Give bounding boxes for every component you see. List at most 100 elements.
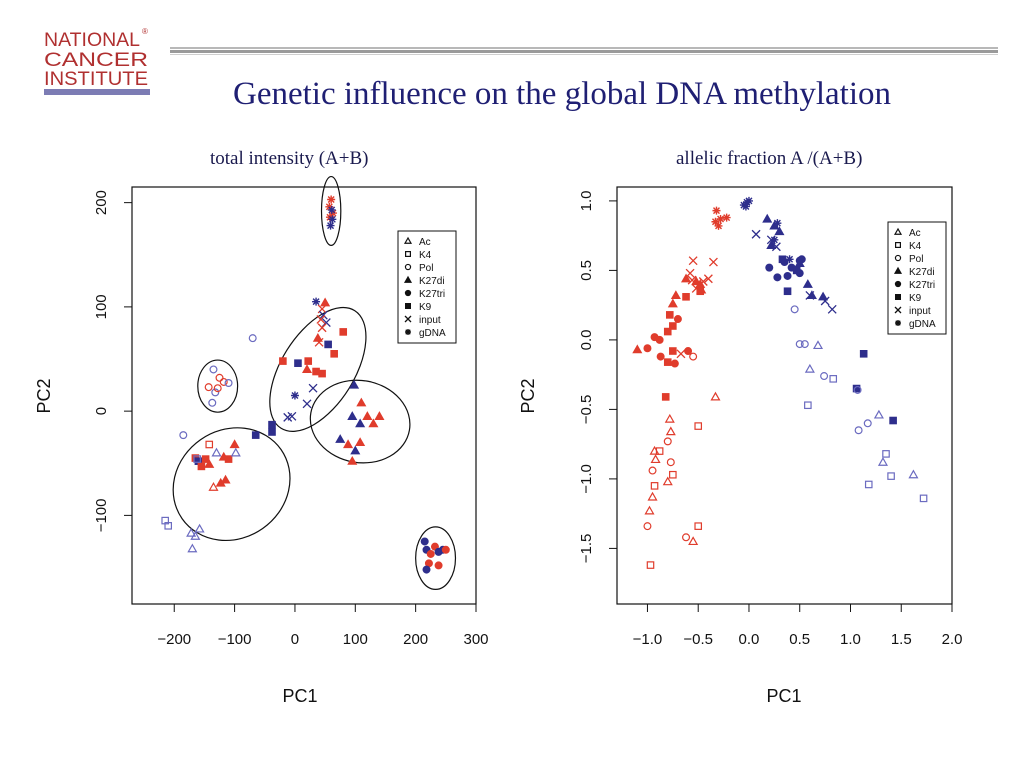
data-point [312,297,321,306]
chart-title-left: total intensity (A+B) [210,148,369,169]
data-point [710,391,721,401]
data-point [215,373,224,382]
data-point [318,369,326,378]
data-point [751,229,761,239]
x-tick-label: 1.5 [891,631,912,648]
data-point [355,437,366,447]
legend-marker-ac [893,227,903,235]
data-point [669,322,677,330]
data-point [290,391,299,400]
legend-marker-pol [404,263,412,271]
data-point [712,206,721,215]
data-point [783,287,792,296]
data-point [795,340,804,349]
cluster-ellipse [172,427,291,542]
data-point [665,426,676,436]
legend-label: K27di [909,267,935,278]
x-tick-label: 200 [403,631,428,648]
x-tick-label: −100 [218,631,252,648]
logo-line-institute: INSTITUTE [44,69,148,90]
data-point [685,268,695,278]
data-point [356,397,367,407]
data-point [797,255,806,264]
legend-marker-k4 [894,242,901,249]
data-point [343,439,354,449]
data-point [790,305,799,314]
y-tick-label: −100 [93,498,110,532]
y-tick-label: 0.0 [578,329,595,350]
data-point [714,221,723,230]
logo-bar [44,89,150,95]
data-point [853,385,862,394]
data-point [676,349,686,359]
data-point [864,480,873,489]
x-tick-label: −200 [157,631,191,648]
data-point [770,235,779,244]
y-tick-label: 200 [93,190,110,215]
data-point [308,383,318,393]
data-point [744,196,753,205]
x-axis-label: PC1 [766,686,801,706]
data-point [347,455,358,465]
data-point [268,420,276,429]
data-point [859,350,868,358]
legend-label: input [419,315,441,326]
plot-frame [131,186,477,605]
data-point [783,271,792,280]
data-point [722,213,731,222]
data-point [778,255,787,264]
legend-label: Ac [419,237,431,248]
x-tick-label: 2.0 [942,631,963,648]
data-point [327,205,336,214]
data-point [224,455,233,463]
data-point [806,290,817,300]
data-point [662,476,673,486]
data-points [161,195,450,574]
y-tick-label: 0 [93,407,110,415]
data-point [327,195,336,204]
data-point [339,328,348,336]
x-tick-label: 1.0 [840,631,861,648]
legend: Ac K4 Pol K27di K27tri K9 input gDNA [887,221,947,335]
cluster-ellipse [320,175,342,246]
y-tick-label: 0.5 [578,260,595,281]
y-axis-label: PC2 [34,378,54,413]
data-point [650,454,661,464]
legend-label: K9 [909,293,922,304]
data-point [682,533,691,542]
y-tick-label: −0.5 [578,395,595,425]
data-point [663,358,672,366]
data-point [792,266,801,275]
legend-label: input [909,306,931,317]
data-point [769,220,780,230]
legend-label: Pol [909,254,923,265]
data-point [229,439,240,449]
data-point [304,357,313,365]
logo-line-national: NATIONAL [44,30,140,51]
data-point [268,428,276,436]
data-point [774,226,785,236]
data-point [656,352,665,361]
data-point [688,256,698,266]
data-point [663,437,672,446]
data-point [800,340,809,349]
data-point [328,209,337,218]
data-point [193,455,201,463]
data-point [766,235,776,245]
data-point [251,431,260,439]
data-point [186,527,197,537]
data-point [673,315,682,324]
data-point [852,384,861,393]
data-point [208,482,219,491]
data-point [696,287,705,296]
data-point [877,457,889,466]
data-point [802,279,813,288]
data-point [430,542,439,551]
data-point [643,344,652,353]
data-point [663,327,672,336]
data-point [209,365,218,374]
data-point [349,379,360,389]
data-point [362,411,373,420]
data-point [694,422,703,430]
